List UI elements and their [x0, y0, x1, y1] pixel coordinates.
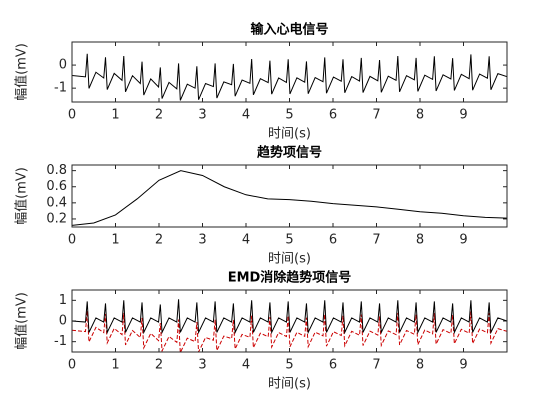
x-tick-label: 2	[155, 358, 163, 373]
x-axis-label: 时间(s)	[268, 252, 311, 267]
x-tick-label: 3	[198, 358, 206, 373]
y-axis-label: 幅值(mV)	[14, 43, 30, 101]
x-tick-label: 0	[68, 358, 76, 373]
x-tick-label: 6	[329, 108, 337, 123]
x-tick-label: 2	[155, 233, 163, 248]
x-tick-label: 4	[242, 358, 250, 373]
x-tick-label: 8	[416, 233, 424, 248]
x-tick-label: 0	[68, 108, 76, 123]
y-tick-label: 0	[59, 314, 67, 329]
chart-title: 趋势项信号	[257, 145, 322, 161]
y-axis-label: 幅值(mV)	[14, 167, 30, 225]
x-tick-label: 5	[285, 358, 293, 373]
x-tick-label: 7	[372, 233, 380, 248]
y-tick-label: 0.2	[46, 211, 67, 226]
y-tick-label: 0	[59, 58, 67, 73]
series-line	[72, 310, 507, 352]
x-tick-label: 6	[329, 233, 337, 248]
x-tick-label: 1	[111, 233, 119, 248]
x-tick-label: 1	[111, 358, 119, 373]
x-tick-label: 7	[372, 108, 380, 123]
y-tick-label: 0.4	[46, 195, 67, 210]
subplot: 趋势项信号 0 1 2 3 4 5 6 7 8 9 0.20.40.60.8 时间(s) 幅值(mV)	[14, 145, 508, 267]
x-tick-label: 9	[459, 358, 467, 373]
axes-box	[71, 289, 508, 353]
y-tick-label: 0.8	[46, 163, 67, 178]
x-tick-label: 7	[372, 358, 380, 373]
x-tick-label: 6	[329, 358, 337, 373]
y-tick-label: -1	[54, 81, 67, 96]
x-tick-label: 0	[68, 233, 76, 248]
x-axis-label: 时间(s)	[268, 377, 311, 392]
x-tick-label: 4	[242, 233, 250, 248]
x-axis-label: 时间(s)	[268, 127, 311, 142]
x-tick-label: 5	[285, 108, 293, 123]
y-tick-label: 0.6	[46, 179, 67, 194]
y-axis-label: 幅值(mV)	[14, 292, 30, 350]
x-tick-label: 2	[155, 108, 163, 123]
series-line	[72, 53, 507, 101]
axes-box	[71, 164, 508, 228]
x-tick-label: 4	[242, 108, 250, 123]
series-line	[72, 299, 507, 335]
chart-title: EMD消除趋势项信号	[228, 270, 352, 286]
chart-title: 输入心电信号	[250, 22, 328, 38]
x-tick-label: 1	[111, 108, 119, 123]
series-line	[72, 170, 507, 226]
x-tick-label: 9	[459, 233, 467, 248]
y-tick-label: -1	[54, 334, 67, 349]
x-tick-label: 8	[416, 108, 424, 123]
x-tick-label: 3	[198, 233, 206, 248]
y-tick-label: 1	[59, 293, 67, 308]
x-tick-label: 9	[459, 108, 467, 123]
x-tick-label: 8	[416, 358, 424, 373]
x-tick-label: 3	[198, 108, 206, 123]
axes-box	[71, 41, 508, 103]
x-tick-label: 5	[285, 233, 293, 248]
